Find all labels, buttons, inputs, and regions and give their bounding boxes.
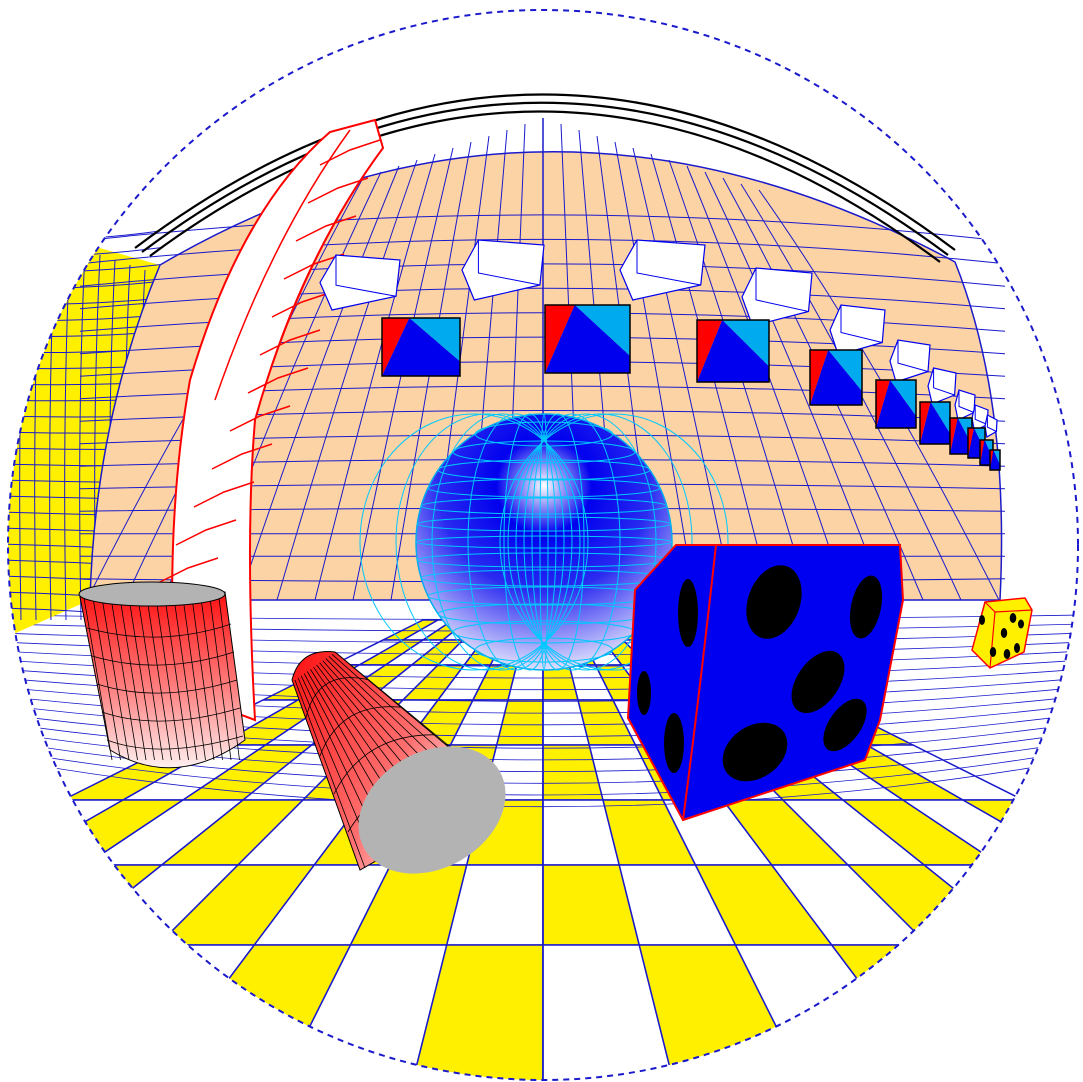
fisheye-boundary-circle bbox=[7, 9, 1079, 1081]
ceiling-arc bbox=[134, 93, 956, 263]
white-block-row bbox=[319, 239, 998, 438]
triangle-tile-row bbox=[381, 304, 1001, 471]
upright-red-cylinder bbox=[78, 581, 246, 769]
large-blue-die bbox=[626, 544, 905, 822]
blue-sphere bbox=[359, 413, 729, 671]
tilted-red-cylinder bbox=[291, 651, 506, 874]
small-yellow-die bbox=[971, 597, 1033, 669]
